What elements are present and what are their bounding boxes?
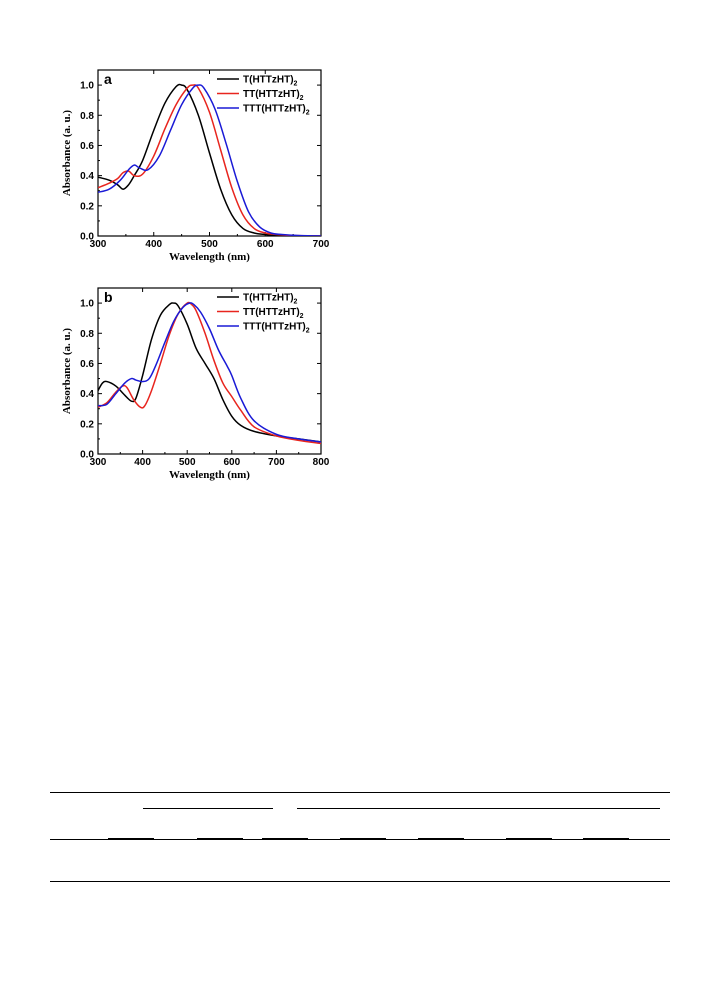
legend-label-2: TT(HTTzHT)2 [243,89,304,102]
series-line-2 [98,84,321,236]
x-tick-label: 400 [134,457,151,468]
series-line-1 [98,83,321,236]
table-header-underline [108,838,154,840]
x-tick-label: 300 [90,239,107,250]
chart-b-svg: 300 400 500 600 700 800 0.0 0.2 0.4 0.6 0.8 1.0 Wave… [61,287,330,481]
x-axis-title: Wavelength (nm) [169,251,250,263]
table-top-rule [50,792,670,793]
absorbance-chart-b: 300 400 500 600 700 800 0.0 0.2 0.4 0.6 0.8 1.0 Wave… [60,284,340,488]
y-axis-title: Absorbance (a. u.) [61,328,73,415]
y-tick-label: 0.2 [80,201,94,212]
y-tick-label: 1.0 [80,81,94,92]
table-header-underline [197,838,243,840]
x-tick-label: 500 [201,239,218,250]
legend-label-3: TTT(HTTzHT)2 [243,104,310,117]
y-tick-label: 0.0 [80,232,94,243]
y-tick-label: 0.8 [80,329,94,340]
x-tick-label: 700 [313,239,330,250]
legend-label-2: TT(HTTzHT)2 [243,307,304,320]
x-axis-title: Wavelength (nm) [169,469,250,481]
panel-letter: b [104,289,113,305]
table-header-underline [262,838,308,840]
y-tick-label: 0.4 [80,171,94,182]
y-axis-title: Absorbance (a. u.) [61,110,73,197]
table-header-underline [340,838,386,840]
x-tick-label: 400 [145,239,162,250]
table-bottom-rule [50,881,670,882]
absorbance-chart-a: 300 400 500 600 700 0.0 0.2 0.4 0.6 0.8 1.0 Wavelen… [60,66,340,272]
y-tick-label: 0.2 [80,419,94,430]
y-tick-label: 0.6 [80,359,94,370]
table-group-rule-2 [297,808,660,809]
series-line-3 [98,302,321,443]
y-tick-label: 0.6 [80,141,94,152]
x-tick-label: 600 [257,239,274,250]
table-header-underline [583,838,629,840]
x-tick-label: 300 [90,457,107,468]
table-header-underline [506,838,552,840]
series-line-1 [98,302,321,443]
y-tick-label: 0.8 [80,111,94,122]
x-tick-label: 800 [313,457,330,468]
legend-label-3: TTT(HTTzHT)2 [243,322,310,335]
legend-label-1: T(HTTzHT)2 [243,75,298,88]
chart-a-svg: 300 400 500 600 700 0.0 0.2 0.4 0.6 0.8 1.0 Wavelen… [61,69,330,263]
x-tick-label: 700 [268,457,285,468]
panel-letter: a [104,71,112,87]
legend-label-1: T(HTTzHT)2 [243,293,298,306]
series-line-3 [98,84,321,236]
table-header-underline [418,838,464,840]
y-tick-label: 1.0 [80,299,94,310]
x-tick-label: 500 [179,457,196,468]
y-tick-label: 0.4 [80,389,94,400]
x-tick-label: 600 [223,457,240,468]
table-group-rule-1 [143,808,273,809]
y-tick-label: 0.0 [80,450,94,461]
